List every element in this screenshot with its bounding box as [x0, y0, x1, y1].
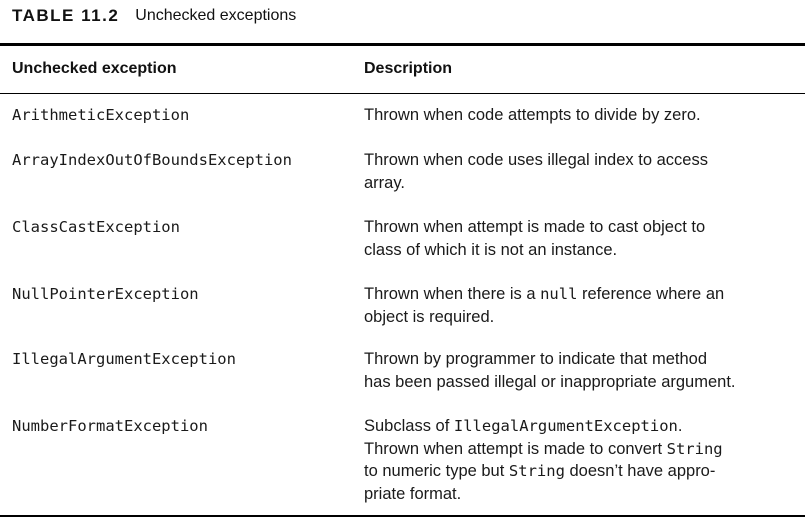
- description-text: object is required.: [364, 307, 495, 326]
- table-bottom-rule: [0, 515, 805, 517]
- description-text: doesn’t have appro-: [564, 462, 716, 480]
- inline-code: null: [540, 285, 578, 303]
- exception-name: ArithmeticException: [12, 106, 190, 124]
- description-text: Thrown when code uses illegal index to a…: [364, 151, 708, 169]
- inline-code: String: [666, 439, 723, 458]
- exception-name: NullPointerException: [12, 285, 199, 303]
- table-header-rule: [0, 93, 805, 94]
- description-line: Subclass of IllegalArgumentException.: [364, 415, 804, 438]
- exception-name: NumberFormatException: [12, 417, 208, 435]
- exception-name: ClassCastException: [12, 218, 180, 236]
- description-line: Thrown when code uses illegal index to a…: [364, 149, 804, 172]
- exception-description: Thrown by programmer to indicate that me…: [364, 348, 804, 393]
- description-text: Thrown when attempt is made to convert: [364, 439, 667, 458]
- description-line: array.: [364, 172, 804, 195]
- table-title: Unchecked exceptions: [135, 7, 297, 24]
- description-line: Thrown when there is a null reference wh…: [364, 283, 804, 306]
- description-text: priate format.: [364, 484, 462, 503]
- table-caption: TABLE 11.2 Unchecked exceptions: [12, 5, 296, 27]
- column-header-exception: Unchecked exception: [12, 60, 177, 77]
- exception-description: Subclass of IllegalArgumentException. Thr…: [364, 415, 804, 505]
- description-text: reference where an: [577, 285, 725, 303]
- inline-code: String: [508, 462, 565, 480]
- table-top-rule: [0, 43, 805, 46]
- exception-name: ArrayIndexOutOfBoundsException: [12, 151, 292, 169]
- exception-description: Thrown when code uses illegal index to a…: [364, 149, 804, 194]
- description-line: Thrown when attempt is made to cast obje…: [364, 216, 804, 239]
- exception-name: IllegalArgumentException: [12, 350, 236, 368]
- description-line: Thrown when code attempts to divide by z…: [364, 104, 804, 127]
- description-text: Thrown when code attempts to divide by z…: [364, 106, 701, 124]
- description-text: Subclass of: [364, 417, 454, 435]
- description-text: class of which it is not an instance.: [364, 240, 618, 259]
- table-number: TABLE 11.2: [12, 6, 120, 25]
- description-line: to numeric type but String doesn’t have …: [364, 460, 804, 483]
- description-text: Thrown when attempt is made to cast obje…: [364, 218, 706, 236]
- exception-description: Thrown when code attempts to divide by z…: [364, 104, 804, 127]
- exception-description: Thrown when there is a null reference wh…: [364, 283, 804, 328]
- description-text: .: [677, 417, 683, 435]
- description-text: Thrown by programmer to indicate that me…: [364, 350, 707, 368]
- description-line: Thrown by programmer to indicate that me…: [364, 348, 804, 371]
- description-line: class of which it is not an instance.: [364, 239, 804, 262]
- description-line: object is required.: [364, 306, 804, 329]
- description-line: has been passed illegal or inappropriate…: [364, 371, 804, 394]
- column-header-description: Description: [364, 60, 453, 77]
- description-text: has been passed illegal or inappropriate…: [364, 372, 736, 391]
- exception-description: Thrown when attempt is made to cast obje…: [364, 216, 804, 261]
- description-line: Thrown when attempt is made to convert S…: [364, 438, 804, 461]
- inline-code: IllegalArgumentException: [453, 417, 678, 435]
- description-text: to numeric type but: [364, 462, 509, 480]
- description-text: Thrown when there is a: [364, 285, 541, 303]
- description-text: array.: [364, 173, 405, 192]
- description-line: priate format.: [364, 483, 804, 506]
